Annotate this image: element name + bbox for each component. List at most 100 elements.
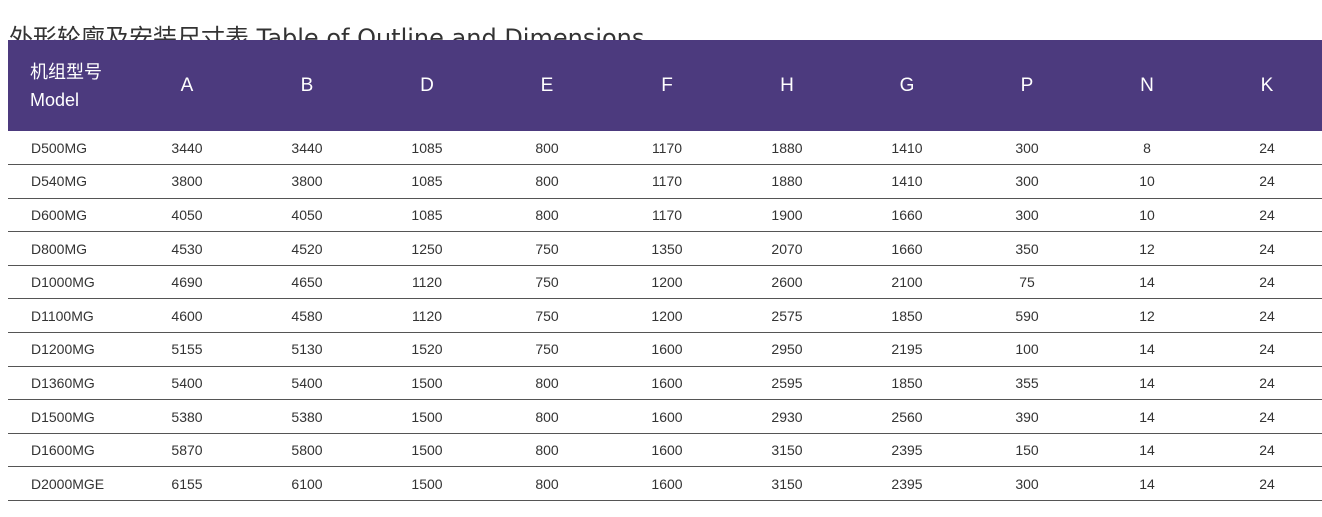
value-cell-n: 14 (1087, 366, 1207, 401)
value-cell-g: 1850 (847, 366, 967, 401)
value-cell-p: 390 (967, 399, 1087, 434)
value-cell-b: 5400 (247, 366, 367, 401)
value-cell-k: 24 (1207, 298, 1322, 334)
header-col-h: H (780, 74, 794, 96)
value-cell-g: 2395 (847, 466, 967, 502)
value-cell-h: 2930 (727, 399, 847, 434)
value-cell-b: 4050 (247, 198, 367, 233)
value-cell-k: 24 (1207, 131, 1322, 166)
value-cell-d: 1085 (367, 198, 487, 233)
header-col-n: N (1140, 74, 1154, 96)
value-cell-p: 100 (967, 332, 1087, 367)
value-cell-g: 2100 (847, 265, 967, 300)
value-cell-b: 5380 (247, 399, 367, 434)
header-col-p: P (1020, 74, 1034, 96)
value-cell-p: 350 (967, 231, 1087, 266)
header-row: 机组型号 Model A B D E F H G P N K (8, 40, 1322, 131)
value-cell-a: 4050 (127, 198, 247, 233)
value-cell-n: 14 (1087, 466, 1207, 502)
model-cell: D1000MG (8, 265, 127, 300)
header-col-d: D (420, 74, 434, 96)
value-cell-k: 24 (1207, 164, 1322, 199)
value-cell-g: 2195 (847, 332, 967, 367)
value-cell-f: 1170 (607, 198, 727, 233)
header-col-f: F (661, 74, 673, 96)
value-cell-f: 1600 (607, 332, 727, 367)
value-cell-b: 6100 (247, 466, 367, 502)
model-cell: D1500MG (8, 399, 127, 434)
model-cell: D600MG (8, 198, 127, 233)
table-row: D600MG 4050 4050 1085 800 1170 1900 1660 300 10 24 (8, 198, 1322, 233)
value-cell-n: 14 (1087, 265, 1207, 300)
model-cell: D540MG (8, 164, 127, 199)
value-cell-p: 355 (967, 366, 1087, 401)
table-row: D540MG 3800 3800 1085 800 1170 1880 1410 300 10 24 (8, 164, 1322, 199)
value-cell-b: 4650 (247, 265, 367, 300)
value-cell-g: 2395 (847, 433, 967, 468)
header-col-b: B (300, 74, 314, 96)
table-row: D500MG 3440 3440 1085 800 1170 1880 1410 300 8 24 (8, 131, 1322, 166)
value-cell-p: 75 (967, 265, 1087, 300)
value-cell-k: 24 (1207, 198, 1322, 233)
value-cell-a: 4530 (127, 231, 247, 266)
model-cell: D500MG (8, 131, 127, 166)
value-cell-f: 1600 (607, 466, 727, 502)
table-row: D1100MG 4600 4580 1120 750 1200 2575 1850 590 12 2… (8, 298, 1322, 334)
value-cell-a: 3800 (127, 164, 247, 199)
value-cell-b: 5130 (247, 332, 367, 367)
value-cell-b: 3440 (247, 131, 367, 166)
value-cell-f: 1600 (607, 366, 727, 401)
value-cell-g: 1410 (847, 131, 967, 166)
value-cell-d: 1120 (367, 265, 487, 300)
value-cell-h: 1900 (727, 198, 847, 233)
value-cell-n: 10 (1087, 198, 1207, 233)
value-cell-f: 1200 (607, 265, 727, 300)
value-cell-f: 1600 (607, 399, 727, 434)
value-cell-e: 800 (487, 198, 607, 233)
value-cell-e: 750 (487, 298, 607, 334)
value-cell-k: 24 (1207, 332, 1322, 367)
value-cell-g: 1850 (847, 298, 967, 334)
value-cell-h: 2070 (727, 231, 847, 266)
value-cell-k: 24 (1207, 265, 1322, 300)
value-cell-g: 2560 (847, 399, 967, 434)
model-cell: D1200MG (8, 332, 127, 367)
header-model-en: Model (30, 89, 80, 110)
header-col-k: K (1260, 74, 1274, 96)
table-row: D2000MGE 6155 6100 1500 800 1600 3150 2395 300 14… (8, 466, 1322, 502)
value-cell-n: 14 (1087, 399, 1207, 434)
value-cell-e: 750 (487, 332, 607, 367)
value-cell-h: 1880 (727, 164, 847, 199)
value-cell-p: 300 (967, 198, 1087, 233)
value-cell-h: 3150 (727, 433, 847, 468)
value-cell-p: 300 (967, 164, 1087, 199)
value-cell-n: 12 (1087, 231, 1207, 266)
value-cell-k: 24 (1207, 399, 1322, 434)
value-cell-p: 150 (967, 433, 1087, 468)
dimensions-table: 机组型号 Model A B D E F H G P N K D500MG 344… (8, 40, 1322, 502)
model-cell: D1600MG (8, 433, 127, 468)
table-row: D1200MG 5155 5130 1520 750 1600 2950 2195 100 14 2… (8, 332, 1322, 367)
value-cell-a: 5870 (127, 433, 247, 468)
value-cell-a: 6155 (127, 466, 247, 502)
value-cell-h: 3150 (727, 466, 847, 502)
value-cell-a: 5380 (127, 399, 247, 434)
value-cell-e: 750 (487, 265, 607, 300)
table-body: D500MG 3440 3440 1085 800 1170 1880 1410 300 8 24 D… (8, 131, 1322, 502)
value-cell-d: 1520 (367, 332, 487, 367)
value-cell-b: 5800 (247, 433, 367, 468)
value-cell-k: 24 (1207, 366, 1322, 401)
value-cell-b: 4580 (247, 298, 367, 334)
value-cell-e: 800 (487, 399, 607, 434)
value-cell-b: 3800 (247, 164, 367, 199)
value-cell-d: 1250 (367, 231, 487, 266)
value-cell-e: 750 (487, 231, 607, 266)
header-col-e: E (540, 74, 554, 96)
value-cell-d: 1500 (367, 466, 487, 502)
table-row: D1600MG 5870 5800 1500 800 1600 3150 2395 150 14 2… (8, 433, 1322, 468)
value-cell-a: 5155 (127, 332, 247, 367)
value-cell-p: 300 (967, 466, 1087, 502)
table-row: D1500MG 5380 5380 1500 800 1600 2930 2560 390 14 2… (8, 399, 1322, 434)
model-cell: D1360MG (8, 366, 127, 401)
